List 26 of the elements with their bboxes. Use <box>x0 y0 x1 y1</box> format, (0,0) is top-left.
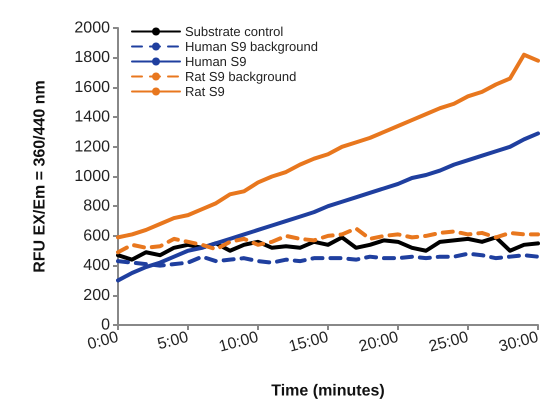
y-tick-label: 1600 <box>74 78 110 96</box>
line-series <box>116 131 540 282</box>
legend-label: Rat S9 background <box>185 69 296 84</box>
x-axis-title: Time (minutes) <box>271 382 385 400</box>
legend-label: Human S9 <box>185 54 246 69</box>
y-tick-label: 400 <box>83 257 110 274</box>
y-tick-label: 200 <box>83 286 110 304</box>
line-series <box>116 226 540 254</box>
line-series <box>116 52 540 240</box>
legend-label: Human S9 background <box>185 39 318 54</box>
x-tick-label: 25:00 <box>427 328 470 356</box>
x-tick-label: 30:00 <box>497 328 540 356</box>
x-tick-label: 10:00 <box>217 328 260 356</box>
legend-label: Rat S9 <box>185 84 225 99</box>
y-tick-label: 1000 <box>74 168 110 185</box>
y-tick-label: 1200 <box>74 138 110 156</box>
x-tick-label: 5:00 <box>156 328 190 354</box>
y-tick-label: 600 <box>83 227 110 244</box>
y-tick-label: 1400 <box>74 108 110 126</box>
legend-label: Substrate control <box>185 24 284 39</box>
x-tick-label: 20:00 <box>357 328 400 356</box>
x-tick-label: 15:00 <box>287 328 330 356</box>
y-tick-label: 2000 <box>74 20 110 36</box>
y-tick-label: 800 <box>83 198 110 215</box>
y-tick-label: 1800 <box>74 49 110 66</box>
y-axis-title: RFU EX/Em = 360/440 nm <box>32 80 48 273</box>
